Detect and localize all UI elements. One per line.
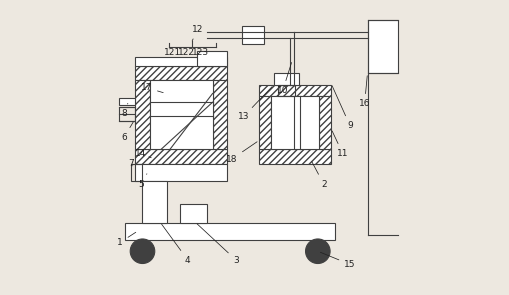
Bar	[277, 85, 295, 96]
Circle shape	[137, 247, 147, 256]
Bar	[271, 96, 319, 149]
Text: 11: 11	[331, 131, 348, 158]
Text: 9: 9	[331, 86, 352, 130]
Text: 12: 12	[192, 25, 203, 41]
Bar	[273, 73, 298, 85]
Bar	[135, 57, 227, 66]
Text: 8: 8	[121, 103, 128, 118]
Text: 15: 15	[320, 252, 355, 269]
Text: 17: 17	[140, 83, 163, 93]
Text: 18: 18	[225, 142, 257, 164]
Text: 6: 6	[121, 122, 133, 142]
Text: 4: 4	[161, 224, 190, 265]
Bar	[135, 163, 227, 181]
Bar	[259, 149, 330, 163]
Circle shape	[305, 239, 329, 263]
Bar	[119, 106, 135, 121]
Bar	[367, 20, 398, 73]
Bar	[150, 80, 212, 149]
Bar	[130, 163, 142, 181]
Bar	[319, 96, 330, 149]
Text: 5: 5	[138, 174, 147, 189]
Bar	[125, 224, 335, 240]
Text: 123: 123	[191, 48, 209, 57]
Bar	[212, 80, 227, 149]
Text: 121: 121	[164, 48, 181, 57]
Bar	[135, 149, 227, 163]
Circle shape	[130, 239, 154, 263]
Text: 10: 10	[276, 63, 291, 95]
Bar	[241, 26, 263, 44]
Text: 7: 7	[128, 159, 133, 168]
Text: 14: 14	[134, 149, 151, 158]
Bar	[259, 96, 271, 149]
Bar	[135, 66, 227, 80]
Bar	[180, 204, 206, 224]
Text: 1: 1	[117, 232, 135, 247]
Bar	[142, 181, 167, 224]
Circle shape	[313, 247, 322, 256]
Bar	[196, 51, 227, 66]
Text: 122: 122	[178, 48, 194, 57]
Text: 13: 13	[237, 87, 271, 121]
Bar	[135, 80, 150, 149]
Text: 3: 3	[197, 224, 238, 265]
Text: 2: 2	[311, 162, 326, 189]
Bar	[119, 98, 135, 105]
Text: 16: 16	[358, 76, 370, 108]
Bar	[259, 85, 330, 96]
